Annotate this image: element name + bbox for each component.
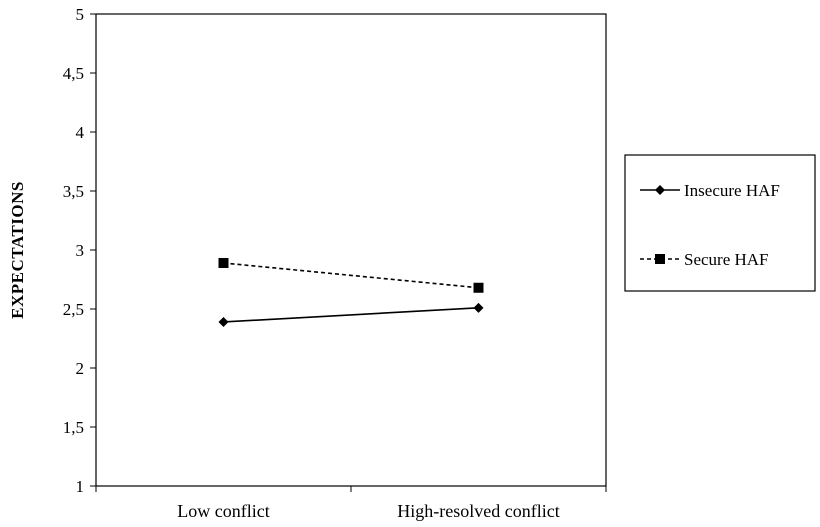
y-tick-label: 2,5 [63,300,84,319]
y-tick-label: 3,5 [63,182,84,201]
legend: Insecure HAF Secure HAF [624,154,816,292]
series-line-insecure-haf [223,307,479,323]
data-point-secure-haf [473,282,484,293]
y-tick-label: 4 [76,123,85,142]
y-tick-label: 1,5 [63,418,84,437]
data-point-insecure-haf [473,302,484,313]
y-tick-label: 1 [76,477,85,496]
legend-box [624,154,816,292]
plot-area [95,13,607,487]
legend-marker [655,185,665,195]
x-tick-label: Low conflict [177,501,269,521]
legend-label: Secure HAF [684,250,769,269]
x-tick-label: High-resolved conflict [397,501,559,521]
y-tick-label: 4,5 [63,64,84,83]
legend-label: Insecure HAF [684,181,780,200]
series-line-secure-haf [223,262,479,289]
data-point-secure-haf [218,257,229,268]
legend-marker [655,254,665,264]
x-axis: Low conflict High-resolved conflict [95,486,607,521]
data-point-insecure-haf [218,316,229,327]
y-tick-label: 2 [76,359,85,378]
y-axis-title: EXPECTATIONS [8,181,27,319]
series-layer [218,257,484,327]
y-tick-label: 3 [76,241,85,260]
plot-border [95,13,607,487]
y-axis: 1 1,5 2 2,5 3 3,5 4 4,5 5 [63,5,96,496]
y-tick-label: 5 [76,5,85,24]
